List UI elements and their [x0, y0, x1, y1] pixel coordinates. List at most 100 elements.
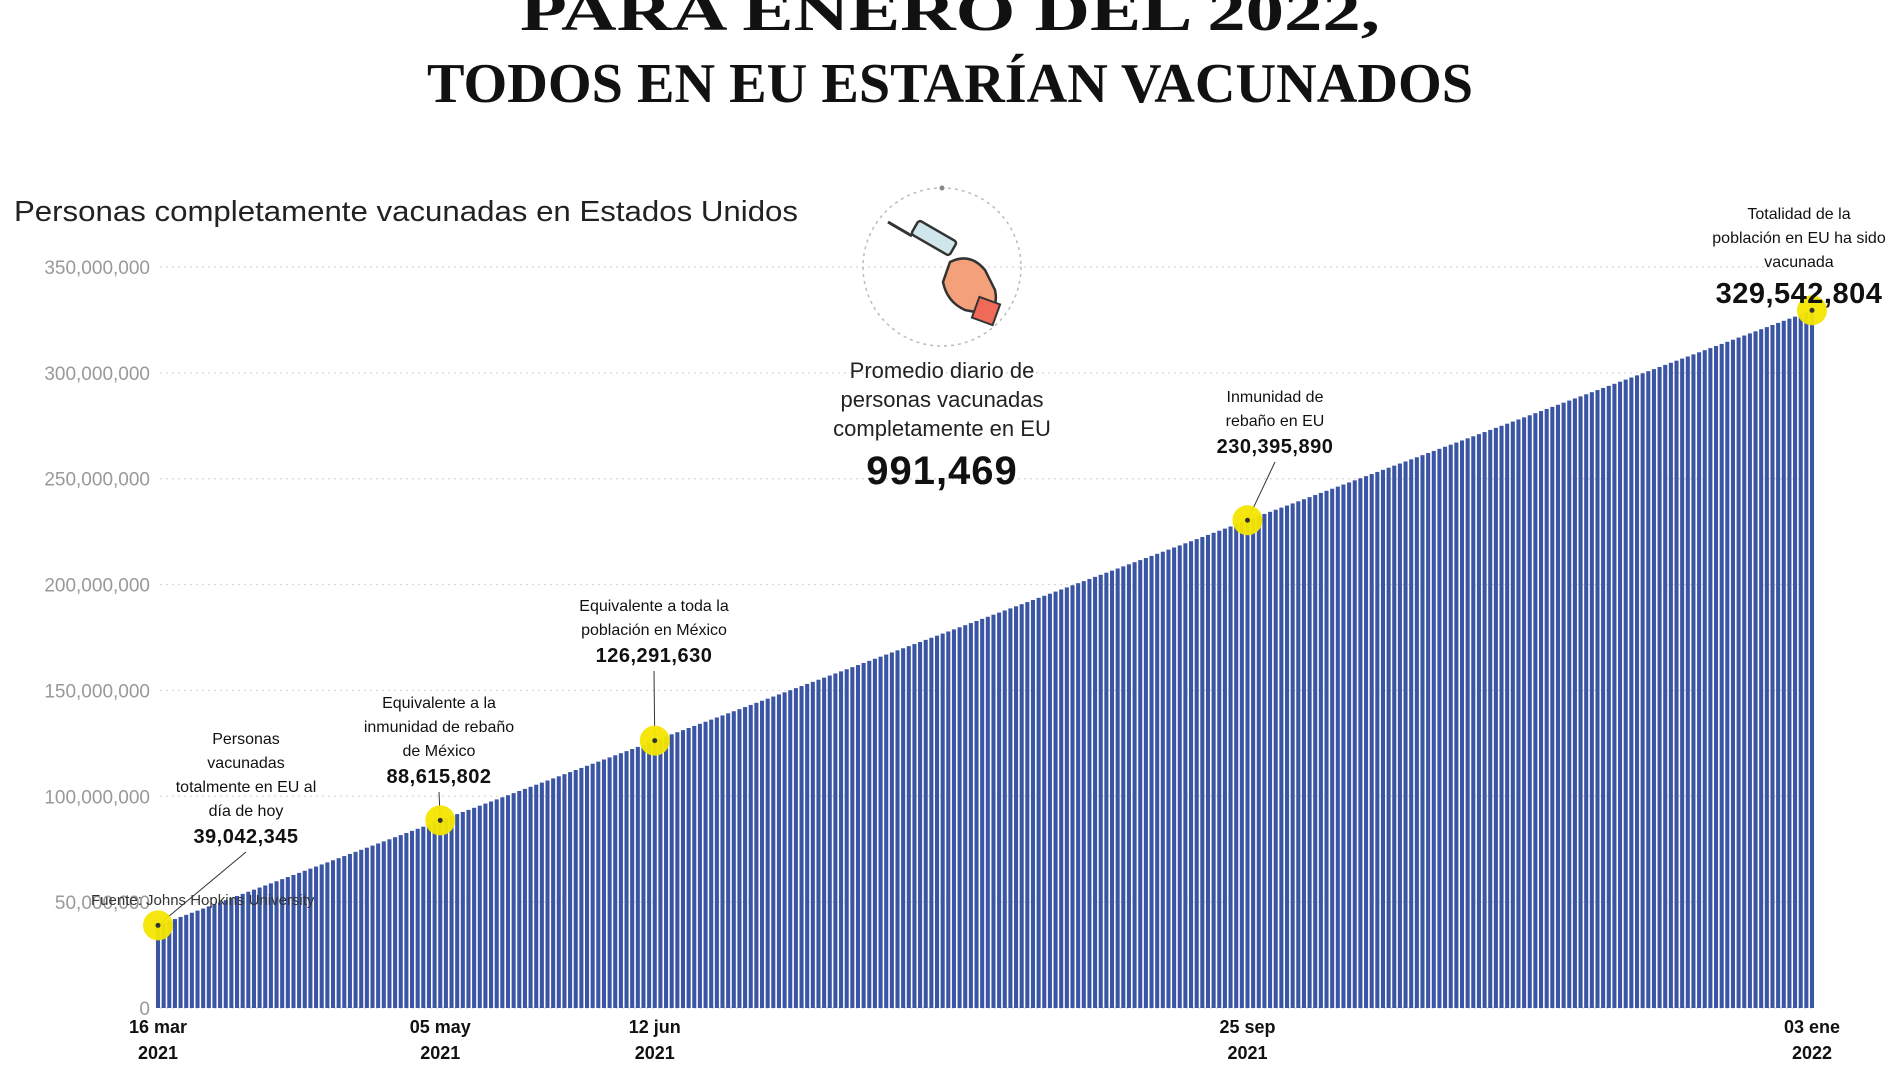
bar	[398, 835, 403, 1008]
icon-dot	[939, 185, 945, 191]
bar	[1493, 427, 1498, 1008]
bar	[178, 916, 183, 1008]
bar	[946, 631, 951, 1008]
bar	[1268, 511, 1273, 1008]
bar	[901, 648, 906, 1008]
bar	[1002, 610, 1007, 1008]
bar	[1759, 329, 1764, 1008]
bar	[1194, 539, 1199, 1008]
bar	[1505, 423, 1510, 1008]
chart-title: TODOS EN EU ESTARÍAN VACUNADOS	[427, 53, 1473, 115]
bar	[1076, 583, 1081, 1008]
needle	[887, 220, 913, 238]
bar	[1143, 558, 1148, 1008]
bar	[1691, 354, 1696, 1008]
bar	[1527, 415, 1532, 1008]
bar	[1155, 553, 1160, 1008]
annotation: Equivalente a la inmunidad de rebaño de …	[359, 692, 519, 790]
bar	[319, 864, 324, 1008]
bar	[568, 772, 573, 1008]
bar	[229, 898, 234, 1008]
bar	[827, 675, 832, 1008]
annotation-text: Personas vacunadas totalmente en EU al d…	[175, 731, 317, 820]
bar	[997, 612, 1002, 1008]
bar	[1510, 421, 1515, 1008]
bar	[1262, 513, 1267, 1008]
bar	[562, 774, 567, 1008]
bar	[584, 765, 590, 1008]
bar	[1324, 490, 1329, 1008]
bar	[409, 830, 415, 1008]
sleeve	[970, 295, 1002, 327]
bar	[1053, 591, 1058, 1008]
highlight-dot	[155, 922, 161, 928]
chart-subtitle: Personas completamente vacunadas en Esta…	[14, 196, 798, 228]
bar	[1533, 413, 1538, 1009]
highlights	[143, 295, 1827, 941]
bar	[1386, 467, 1391, 1009]
annotation-value: 88,615,802	[386, 766, 492, 788]
bar	[1138, 560, 1143, 1008]
bar	[1651, 369, 1656, 1009]
bar	[1725, 341, 1730, 1009]
bar	[1149, 555, 1154, 1008]
bar	[793, 688, 798, 1008]
bar	[353, 851, 358, 1008]
y-tick-label: 0	[139, 999, 150, 1020]
bar	[1239, 522, 1244, 1008]
bar	[291, 874, 296, 1008]
bar	[404, 832, 409, 1008]
bar	[1397, 463, 1402, 1008]
bar	[1070, 585, 1075, 1008]
bar	[212, 904, 217, 1008]
bar	[1347, 482, 1352, 1008]
bar	[1516, 419, 1521, 1008]
bar	[1126, 564, 1131, 1008]
bar	[1047, 593, 1052, 1008]
bar	[726, 713, 731, 1008]
bar	[1296, 501, 1301, 1008]
bar	[1544, 408, 1549, 1008]
bar	[483, 803, 488, 1008]
bar	[782, 692, 787, 1008]
bar	[985, 616, 990, 1008]
bar	[189, 912, 194, 1008]
bar	[1640, 373, 1645, 1008]
callout-value: 991,469	[866, 449, 1018, 493]
bar	[268, 883, 273, 1008]
bar	[686, 728, 691, 1008]
bar	[1708, 348, 1713, 1008]
bar	[641, 744, 646, 1008]
bar	[1200, 537, 1205, 1008]
bar	[968, 623, 973, 1008]
bar	[918, 641, 923, 1008]
bar	[1809, 310, 1815, 1009]
bar	[1753, 331, 1758, 1008]
bar	[1318, 492, 1323, 1008]
bar	[432, 822, 437, 1008]
bar	[1307, 497, 1312, 1008]
bar	[1330, 488, 1335, 1008]
bar	[1030, 599, 1036, 1008]
bar	[1409, 459, 1414, 1008]
bar	[669, 734, 674, 1008]
bar	[314, 866, 319, 1008]
syringe-barrel	[910, 219, 958, 257]
bar	[579, 767, 584, 1008]
y-tick-label: 100,000,000	[44, 787, 150, 808]
bar	[630, 749, 635, 1008]
bar	[1166, 549, 1171, 1008]
bar	[1251, 518, 1256, 1008]
bar	[325, 862, 330, 1008]
bar	[1606, 385, 1611, 1008]
bar	[534, 784, 539, 1008]
bar	[426, 824, 431, 1008]
bar	[1380, 469, 1386, 1009]
bar	[1121, 566, 1126, 1008]
bar	[477, 805, 482, 1008]
bar	[517, 791, 522, 1008]
chart-title: PARA ENERO DEL 2022,	[520, 0, 1380, 43]
bar	[714, 717, 719, 1008]
bar	[1550, 406, 1555, 1009]
bar	[1403, 461, 1408, 1008]
